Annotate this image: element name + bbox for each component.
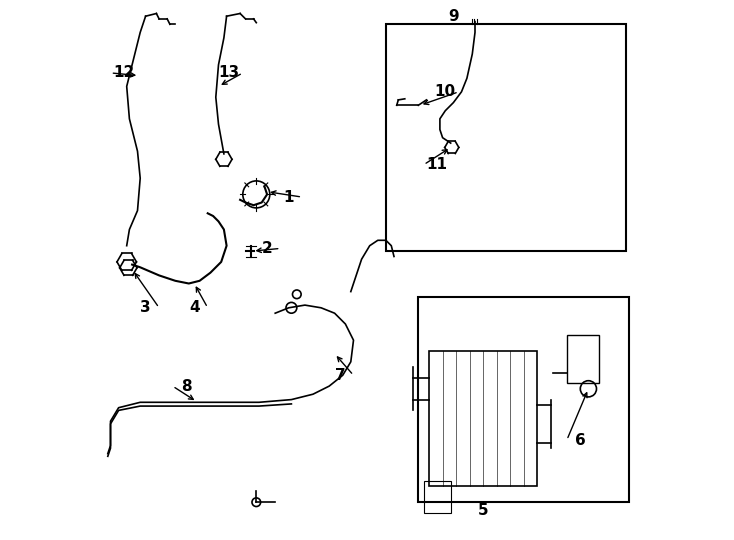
Text: 8: 8 [181,379,192,394]
Bar [418,297,629,502]
Bar [567,335,599,383]
Text: 1: 1 [283,190,294,205]
Text: 13: 13 [219,65,240,80]
Text: 2: 2 [262,241,272,256]
Bar [429,351,537,486]
Bar [424,481,451,513]
Text: 5: 5 [478,503,488,518]
Text: 3: 3 [140,300,151,315]
Text: 4: 4 [189,300,200,315]
Bar [386,24,626,251]
Text: 7: 7 [335,368,345,383]
Text: 6: 6 [575,433,586,448]
Text: 11: 11 [426,157,448,172]
Text: 12: 12 [113,65,134,80]
Text: 9: 9 [448,9,459,24]
Text: 10: 10 [435,84,456,99]
